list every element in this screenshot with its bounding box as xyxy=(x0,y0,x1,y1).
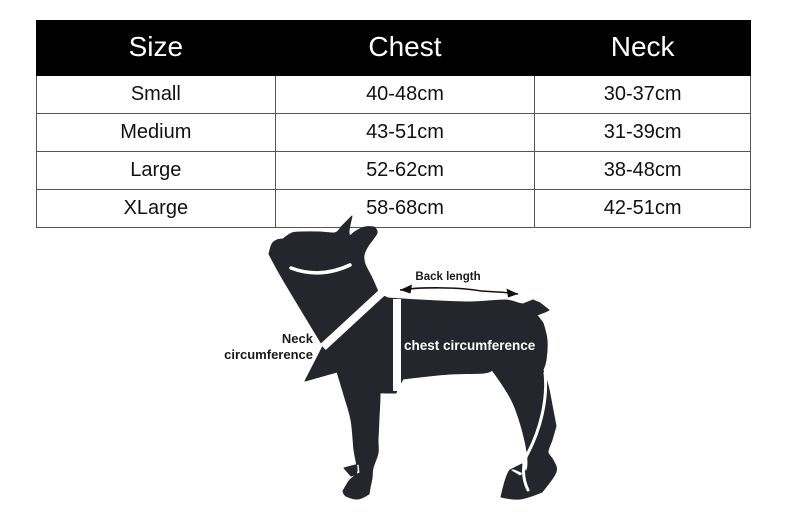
svg-text:Neck: Neck xyxy=(282,331,314,346)
svg-text:circumference: circumference xyxy=(224,347,313,362)
svg-text:Back length: Back length xyxy=(415,271,480,283)
svg-text:chest circumference: chest circumference xyxy=(404,338,536,353)
